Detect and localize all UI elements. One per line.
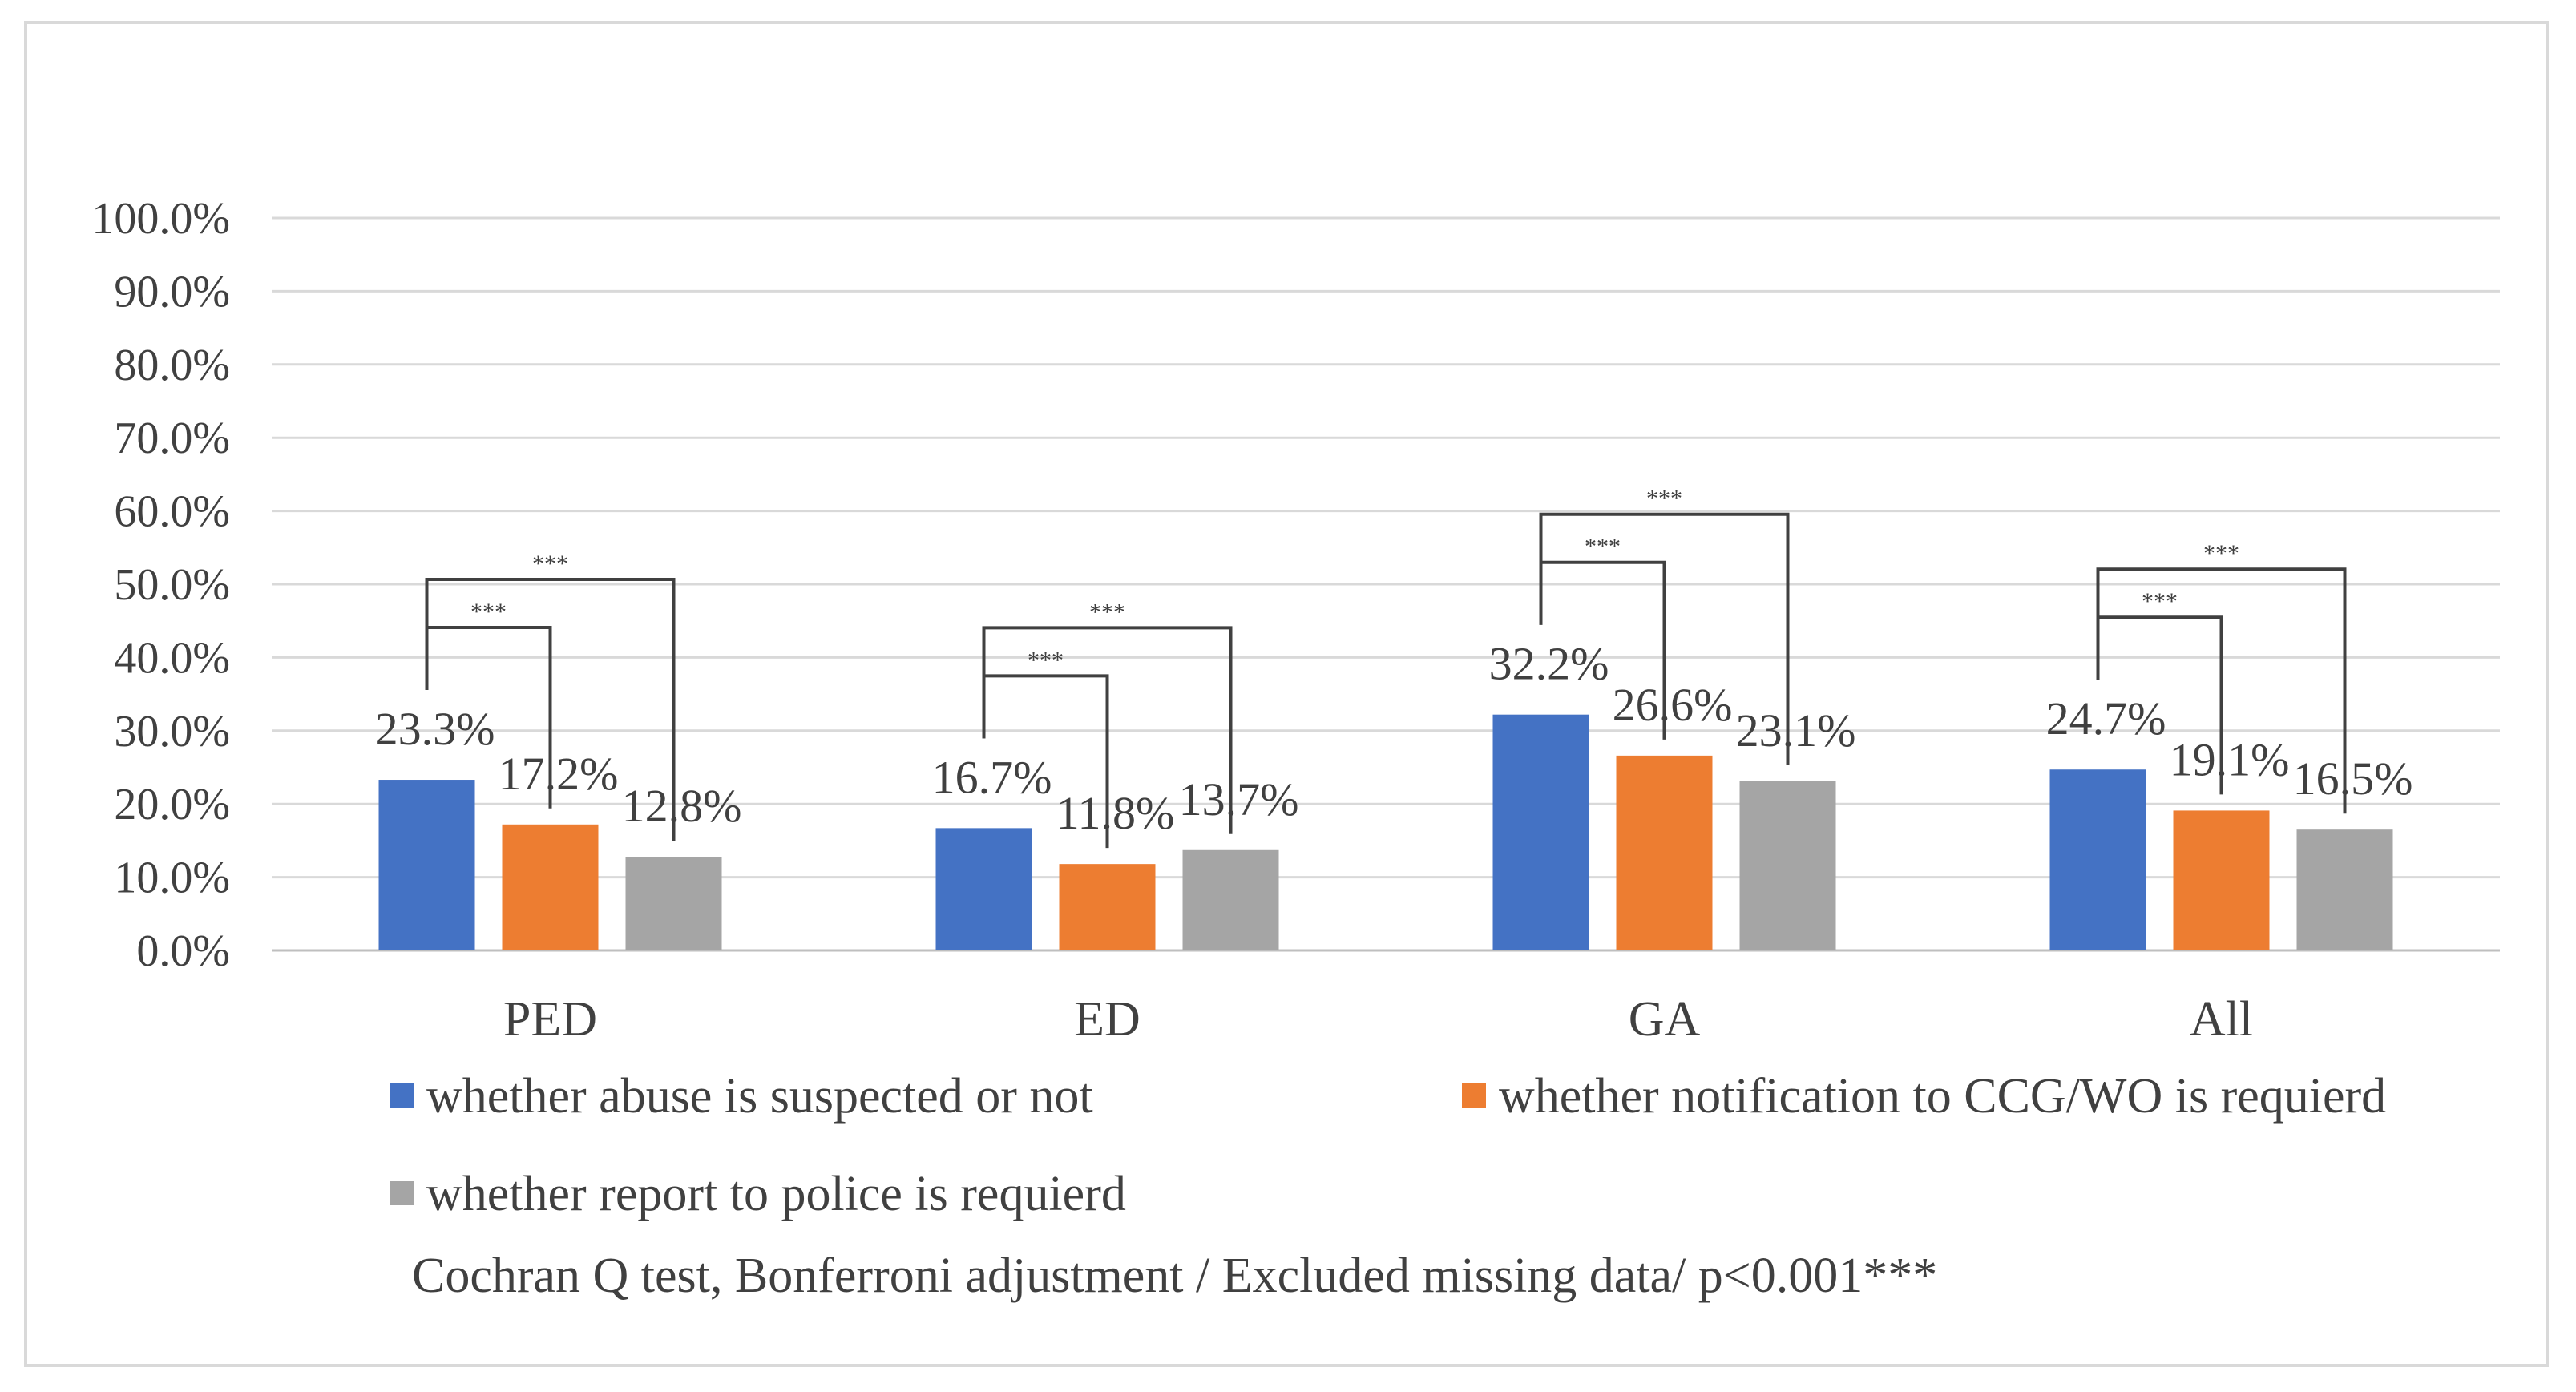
significance-label: *** <box>1028 647 1064 673</box>
x-axis-labels: PED ED GA All <box>503 992 2253 1047</box>
significance-bracket <box>1539 512 1790 765</box>
y-tick-label: 90.0% <box>114 267 230 317</box>
significance-brackets: *** *** *** *** *** *** *** *** <box>425 486 2347 849</box>
y-tick-label: 100.0% <box>91 194 230 244</box>
significance-bracket <box>425 578 676 841</box>
y-tick-label: 80.0% <box>114 341 230 390</box>
legend-label: whether notification to CCG/WO is requie… <box>1499 1069 2386 1124</box>
legend-swatch <box>390 1083 414 1108</box>
bar-all-series-3 <box>2296 829 2393 950</box>
bar-ga-series-1 <box>1492 714 1589 950</box>
significance-label: *** <box>1646 486 1682 512</box>
significance-label: *** <box>470 599 507 625</box>
x-tick-label: ED <box>1074 992 1141 1047</box>
bar-all-series-2 <box>2173 810 2270 950</box>
y-tick-label: 70.0% <box>114 414 230 463</box>
value-labels: 23.3% 16.7% 32.2% 24.7% 17.2% 11.8% 26.6% 19.1%… <box>375 638 2413 839</box>
legend-swatch <box>390 1181 414 1205</box>
significance-label: *** <box>2142 588 2178 615</box>
bar-ga-series-3 <box>1739 781 1836 950</box>
data-label: 12.8% <box>622 780 742 832</box>
x-tick-label: All <box>2190 992 2253 1047</box>
bar-ped-series-1 <box>378 780 475 950</box>
legend-swatch <box>1462 1083 1486 1108</box>
significance-bracket <box>2096 567 2347 814</box>
y-tick-label: 0.0% <box>136 926 230 976</box>
data-label: 32.2% <box>1489 638 1609 690</box>
data-label: 16.5% <box>2293 752 2413 805</box>
y-tick-label: 10.0% <box>114 853 230 903</box>
data-label: 16.7% <box>932 751 1052 803</box>
bars <box>378 714 2393 950</box>
bar-ped-series-3 <box>625 857 722 950</box>
legend: whether abuse is suspected or not whether… <box>390 1069 2386 1221</box>
data-label: 24.7% <box>2046 692 2166 744</box>
bar-ed-series-3 <box>1182 849 1279 950</box>
significance-label: *** <box>532 551 568 577</box>
bar-ed-series-1 <box>935 828 1032 950</box>
bar-ga-series-2 <box>1616 755 1713 950</box>
y-tick-label: 30.0% <box>114 707 230 757</box>
y-tick-label: 60.0% <box>114 487 230 537</box>
legend-label: whether abuse is suspected or not <box>426 1069 1093 1124</box>
data-label: 11.8% <box>1056 787 1175 839</box>
test-note: Cochran Q test, Bonferroni adjustment / … <box>412 1249 1937 1303</box>
data-label: 19.1% <box>2170 733 2290 785</box>
data-label: 13.7% <box>1179 773 1299 825</box>
bar-chart: 0.0% 10.0% 20.0% 30.0% 40.0% 50.0% 60.0% 70.0% 8… <box>91 194 2500 1303</box>
significance-label: *** <box>2203 540 2239 567</box>
y-tick-label: 50.0% <box>114 560 230 610</box>
grid-layer <box>272 216 2500 952</box>
data-label: 17.2% <box>499 748 619 800</box>
y-axis-ticks: 0.0% 10.0% 20.0% 30.0% 40.0% 50.0% 60.0% 70.0% 8… <box>91 194 230 976</box>
data-label: 26.6% <box>1613 679 1733 731</box>
chart-frame: 0.0% 10.0% 20.0% 30.0% 40.0% 50.0% 60.0% 70.0% 8… <box>24 21 2549 1367</box>
bar-ped-series-2 <box>502 824 599 950</box>
significance-bracket <box>982 626 1233 834</box>
x-tick-label: PED <box>503 992 597 1047</box>
significance-label: *** <box>1585 534 1621 560</box>
data-label: 23.3% <box>375 703 495 755</box>
significance-label: *** <box>1089 599 1125 625</box>
legend-label: whether report to police is requierd <box>426 1167 1126 1221</box>
x-tick-label: GA <box>1629 992 1701 1047</box>
y-tick-label: 40.0% <box>114 633 230 683</box>
bar-ed-series-2 <box>1059 864 1156 950</box>
data-label: 23.1% <box>1736 704 1856 757</box>
bar-all-series-1 <box>2049 769 2146 950</box>
y-tick-label: 20.0% <box>114 780 230 829</box>
